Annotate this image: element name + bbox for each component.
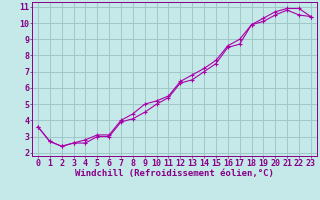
- X-axis label: Windchill (Refroidissement éolien,°C): Windchill (Refroidissement éolien,°C): [75, 169, 274, 178]
